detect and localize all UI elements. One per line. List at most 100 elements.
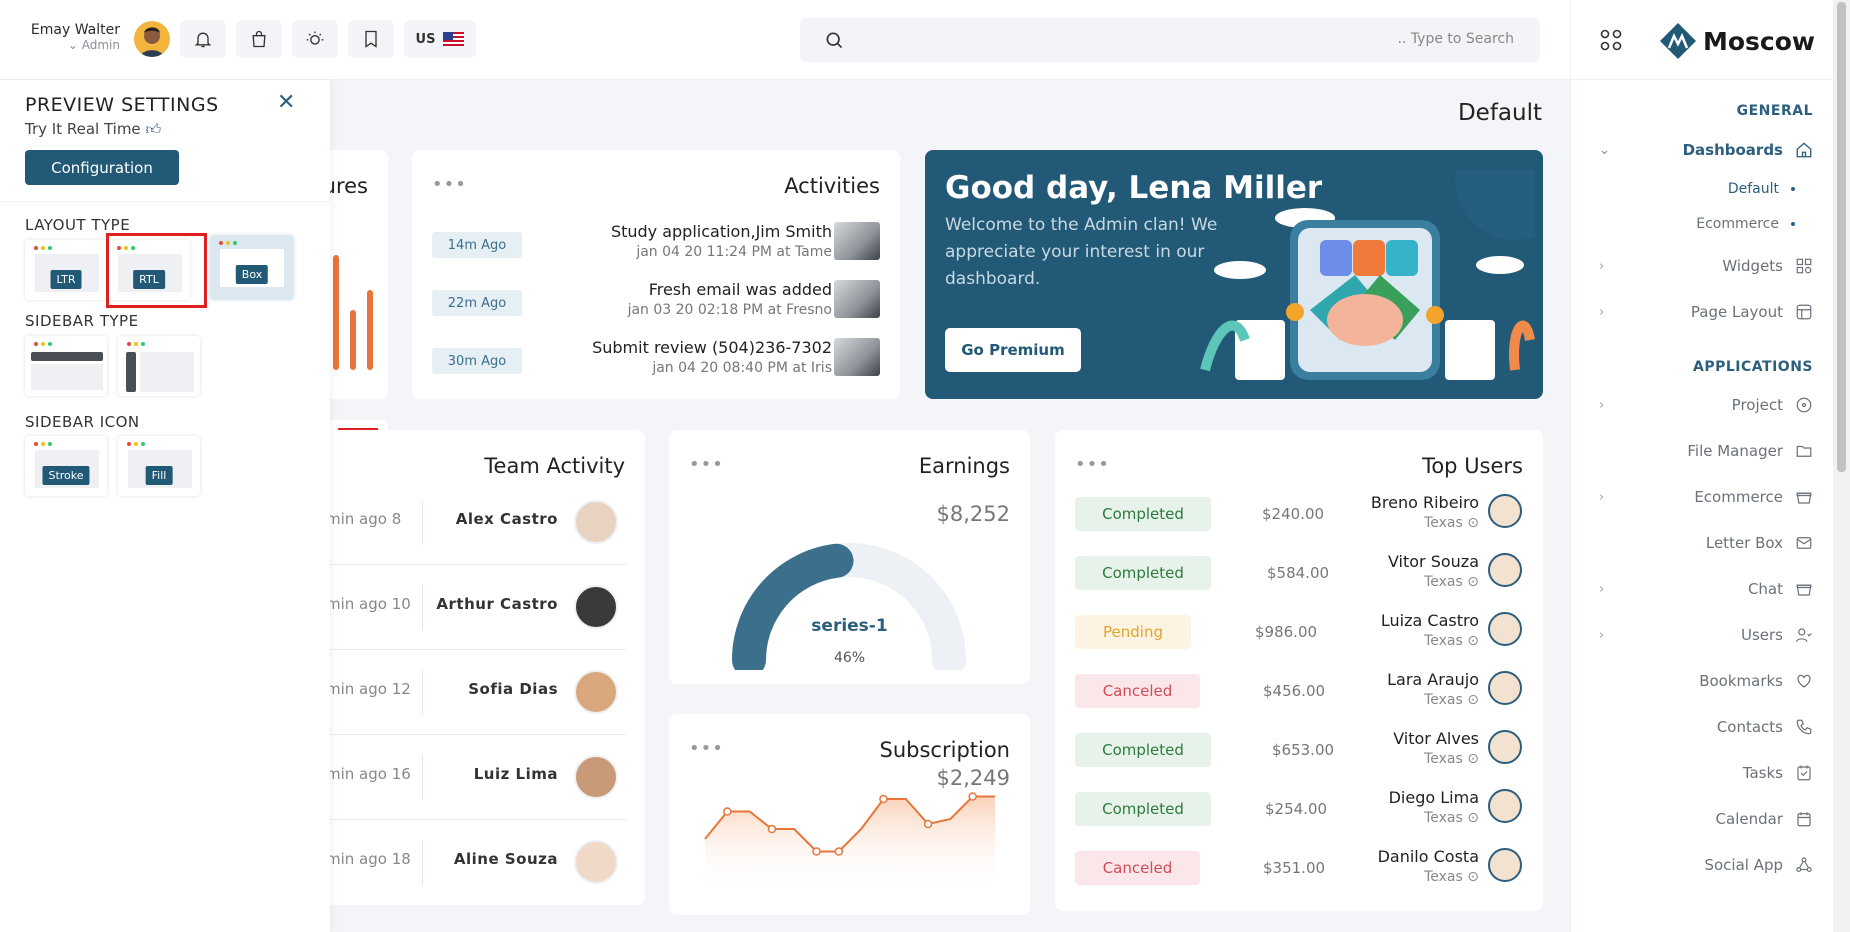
amount: $584.00 — [1267, 564, 1330, 582]
sidebar-item-dashboards[interactable]: ⌄ Dashboards — [1583, 136, 1813, 164]
team-row[interactable]: min ago 10 Arthur Castro — [326, 565, 626, 650]
more-options-icon[interactable]: ••• — [689, 738, 724, 759]
more-options-icon[interactable]: ••• — [1075, 454, 1110, 475]
close-icon[interactable]: ✕ — [277, 90, 296, 115]
user-name: Emay Walter — [30, 22, 120, 38]
cart-button[interactable] — [236, 20, 282, 58]
amount: $254.00 — [1265, 800, 1328, 818]
user-avatar[interactable] — [134, 21, 170, 57]
layout-icon — [1796, 304, 1812, 320]
user-name: Danilo Costa — [1377, 847, 1479, 866]
bookmark-button[interactable] — [348, 20, 394, 58]
layout-option-rtl[interactable]: RTL — [108, 240, 190, 300]
highlight-rtl-option — [106, 233, 207, 308]
activity-subtitle: jan 04 20 11:24 PM at Tame — [636, 244, 832, 260]
sidebar-sub-default[interactable]: Default — [1728, 181, 1795, 197]
avatar — [1488, 494, 1522, 528]
home-icon — [1796, 142, 1812, 158]
team-row[interactable]: min ago 8 Alex Castro — [326, 480, 626, 565]
location-pin-icon: ⊙ — [1467, 869, 1479, 885]
sidebar-item-file-manager[interactable]: File Manager — [1583, 437, 1813, 465]
more-options-icon[interactable]: ••• — [432, 174, 467, 195]
activity-title: Study application,Jim Smith — [610, 222, 832, 241]
team-row[interactable]: min ago 18 Aline Souza — [326, 820, 626, 905]
sidebar-type-horizontal[interactable] — [25, 336, 107, 396]
avatar — [1488, 789, 1522, 823]
search-input[interactable]: .. Type to Search — [800, 18, 1540, 62]
phone-icon — [1796, 719, 1812, 735]
location-pin-icon: ⊙ — [1467, 751, 1479, 767]
user-location: Texas ⊙ — [1424, 869, 1479, 885]
sidebar-type-label: SIDEBAR TYPE — [25, 312, 139, 330]
team-row[interactable]: min ago 16 Luiz Lima — [326, 735, 626, 820]
section-applications: APPLICATIONS — [1693, 359, 1813, 375]
user-location: Texas ⊙ — [1424, 810, 1479, 826]
sidebar-icon-fill[interactable]: Fill — [118, 436, 200, 496]
sidebar-item-calendar[interactable]: Calendar — [1583, 805, 1813, 833]
sidebar-item-widgets[interactable]: › Widgets — [1583, 252, 1813, 280]
language-selector[interactable]: US — [404, 20, 476, 58]
preview-settings-panel: PREVIEW SETTINGS Try It Real Time 👍︎ ✕ C… — [0, 80, 330, 932]
sidebar-item-social-app[interactable]: Social App — [1583, 851, 1813, 879]
team-row[interactable]: min ago 12 Sofia Dias — [326, 650, 626, 735]
avatar — [574, 670, 618, 714]
activity-title: Submit review (504)236-7302 — [592, 338, 832, 357]
welcome-text: Welcome to the Admin clan! We appreciate… — [945, 215, 1218, 289]
mail-icon — [1796, 537, 1812, 549]
sidebar-item-users[interactable]: › Users — [1583, 621, 1813, 649]
handshake-illustration — [1200, 170, 1535, 380]
avatar — [1488, 553, 1522, 587]
sidebar-icon-stroke[interactable]: Stroke — [25, 436, 107, 496]
layout-option-box[interactable]: Box — [210, 235, 294, 300]
activity-item[interactable]: 30m Ago Submit review (504)236-7302 jan … — [412, 334, 900, 380]
sidebar-item-tasks[interactable]: Tasks — [1583, 759, 1813, 787]
thumbs-up-icon: 👍︎ — [145, 120, 162, 138]
apps-grid-icon[interactable] — [1599, 28, 1623, 52]
subscription-line — [704, 795, 995, 853]
sidebar-sub-ecommerce[interactable]: Ecommerce — [1696, 216, 1795, 232]
subscription-value: $2,249 — [936, 766, 1010, 790]
theme-toggle-button[interactable] — [292, 20, 338, 58]
sidebar-item-bookmarks[interactable]: Bookmarks — [1583, 667, 1813, 695]
user-role: ⌄ Admin — [67, 38, 120, 52]
sidebar-type-vertical[interactable] — [118, 336, 200, 396]
chat-icon — [1796, 584, 1812, 596]
sidebar-item-chat[interactable]: › Chat — [1583, 575, 1813, 603]
user-info[interactable]: Emay Walter ⌄ Admin — [30, 22, 120, 52]
sidebar-item-project[interactable]: › Project — [1583, 391, 1813, 419]
configuration-button[interactable]: Configuration — [25, 150, 179, 185]
sidebar-item-ecommerce[interactable]: › Ecommerce — [1583, 483, 1813, 511]
amount: $986.00 — [1255, 623, 1318, 641]
sidebar-item-page-layout[interactable]: › Page Layout — [1583, 298, 1813, 326]
page-scrollbar[interactable] — [1833, 0, 1850, 932]
activity-item[interactable]: 14m Ago Study application,Jim Smith jan … — [412, 218, 900, 264]
subscription-point — [923, 819, 933, 829]
activity-subtitle: jan 04 20 08:40 PM at Iris — [652, 360, 832, 376]
users-icon — [1795, 628, 1812, 643]
folder-icon — [1796, 445, 1812, 457]
amount: $456.00 — [1263, 682, 1326, 700]
activity-item[interactable]: 22m Ago Fresh email was added jan 03 20 … — [412, 276, 900, 322]
user-location: Texas ⊙ — [1424, 515, 1479, 531]
sidebar-item-contacts[interactable]: Contacts — [1583, 713, 1813, 741]
brand-name: Moscow — [1702, 26, 1815, 56]
layout-option-ltr[interactable]: LTR — [25, 240, 107, 300]
amount: $351.00 — [1263, 859, 1326, 877]
sidebar-item-letter-box[interactable]: Letter Box — [1583, 529, 1813, 557]
layout-type-label: LAYOUT TYPE — [25, 216, 131, 234]
activity-thumbnail — [834, 280, 880, 318]
activity-thumbnail — [834, 338, 880, 376]
earnings-gauge — [732, 543, 966, 670]
brand-logo[interactable]: Moscow — [1659, 22, 1815, 60]
language-code: US — [415, 31, 436, 47]
more-options-icon[interactable]: ••• — [689, 454, 724, 475]
go-premium-button[interactable]: Go Premium — [945, 328, 1081, 372]
status-badge: Completed — [1075, 792, 1211, 826]
welcome-banner: Good day, Lena Miller Welcome to the Adm… — [925, 150, 1543, 399]
notification-button[interactable] — [180, 20, 226, 58]
user-name: Luiza Castro — [1380, 611, 1479, 630]
us-flag-icon — [443, 32, 465, 46]
sidebar: Moscow GENERAL ⌄ Dashboards Default Ecom… — [1570, 0, 1833, 932]
status-badge: Canceled — [1075, 674, 1200, 708]
top-users-title: Top Users — [1422, 454, 1523, 478]
